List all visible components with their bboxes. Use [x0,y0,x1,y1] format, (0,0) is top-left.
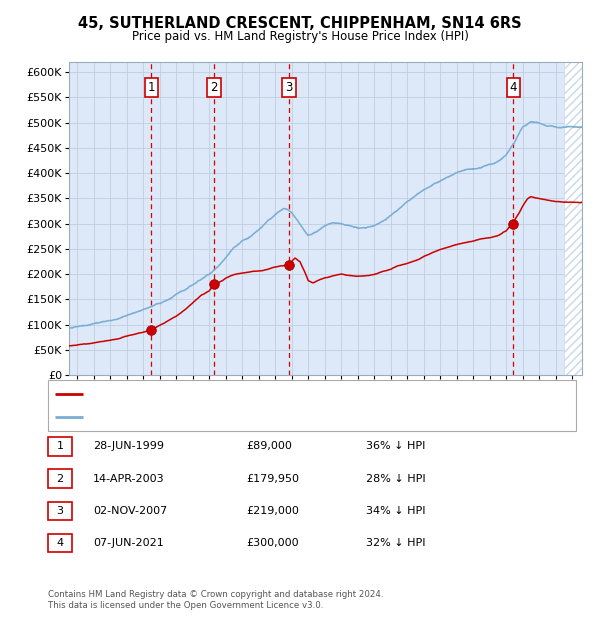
Text: £89,000: £89,000 [246,441,292,451]
Text: 34% ↓ HPI: 34% ↓ HPI [366,506,425,516]
Text: 2: 2 [56,474,64,484]
Text: 1: 1 [148,81,155,94]
Text: 4: 4 [56,538,64,548]
Text: 28-JUN-1999: 28-JUN-1999 [93,441,164,451]
Text: 36% ↓ HPI: 36% ↓ HPI [366,441,425,451]
Text: 28% ↓ HPI: 28% ↓ HPI [366,474,425,484]
Text: Contains HM Land Registry data © Crown copyright and database right 2024.
This d: Contains HM Land Registry data © Crown c… [48,590,383,609]
Text: 45, SUTHERLAND CRESCENT, CHIPPENHAM, SN14 6RS (detached house): 45, SUTHERLAND CRESCENT, CHIPPENHAM, SN1… [90,389,467,399]
Text: 1: 1 [56,441,64,451]
Text: 3: 3 [286,81,293,94]
Text: 2: 2 [210,81,218,94]
Text: HPI: Average price, detached house, Wiltshire: HPI: Average price, detached house, Wilt… [90,412,329,422]
Text: 3: 3 [56,506,64,516]
Text: Price paid vs. HM Land Registry's House Price Index (HPI): Price paid vs. HM Land Registry's House … [131,30,469,43]
Text: 07-JUN-2021: 07-JUN-2021 [93,538,164,548]
Text: 02-NOV-2007: 02-NOV-2007 [93,506,167,516]
Text: 45, SUTHERLAND CRESCENT, CHIPPENHAM, SN14 6RS: 45, SUTHERLAND CRESCENT, CHIPPENHAM, SN1… [78,16,522,30]
Text: 14-APR-2003: 14-APR-2003 [93,474,164,484]
Text: £179,950: £179,950 [246,474,299,484]
Text: 4: 4 [509,81,517,94]
Text: 32% ↓ HPI: 32% ↓ HPI [366,538,425,548]
Text: £300,000: £300,000 [246,538,299,548]
Text: £219,000: £219,000 [246,506,299,516]
